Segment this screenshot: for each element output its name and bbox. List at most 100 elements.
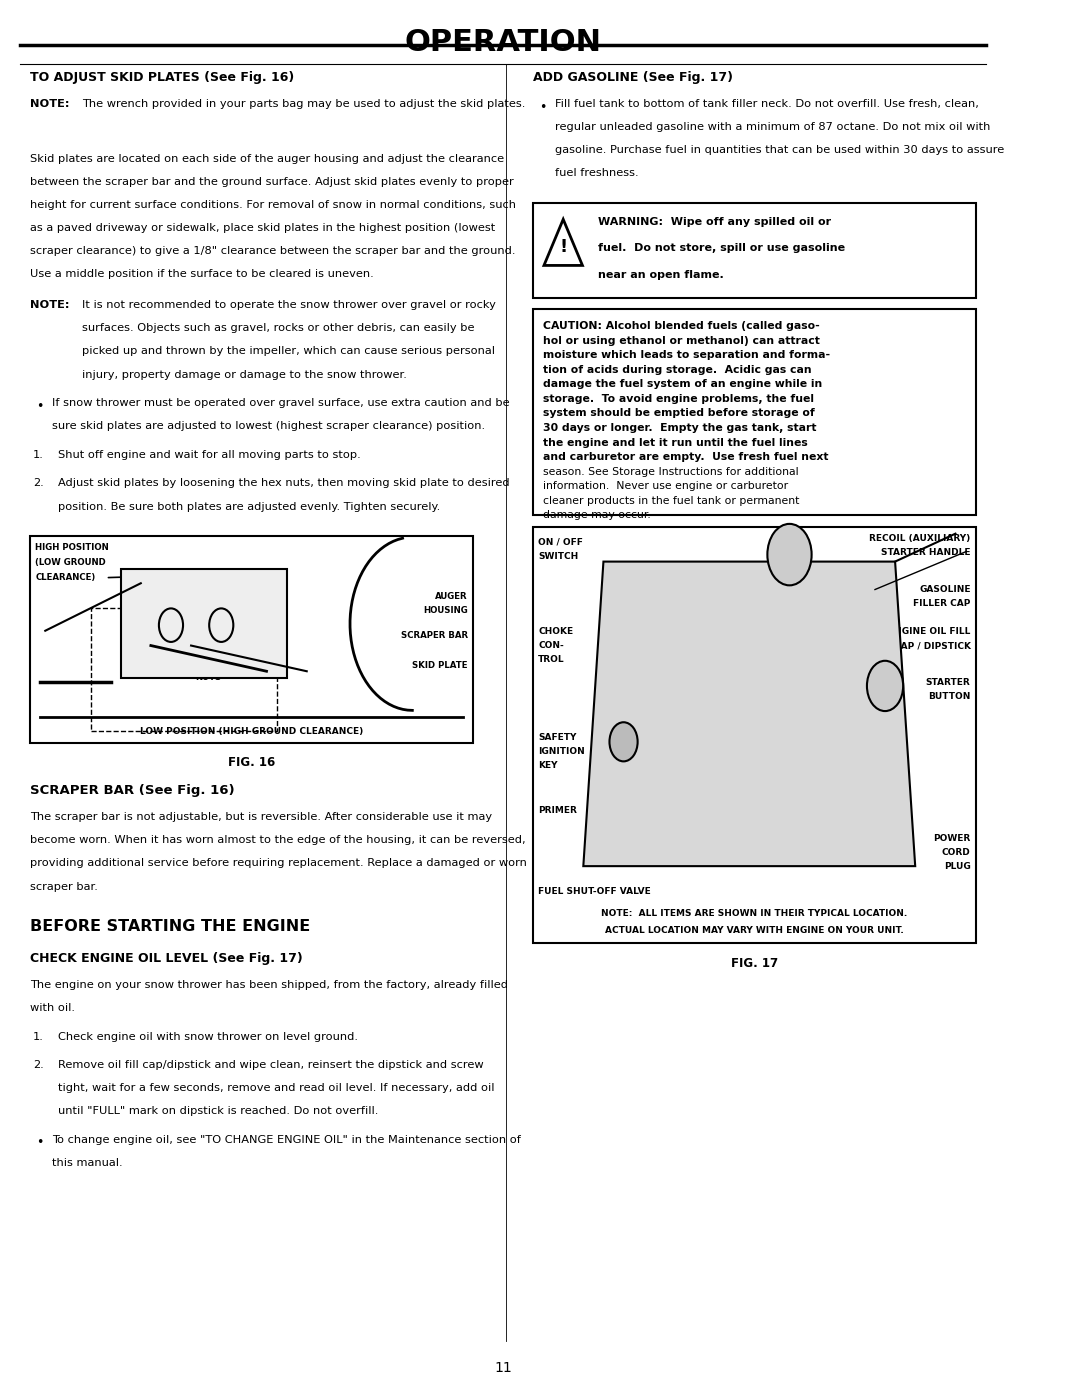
Text: ADD GASOLINE (See Fig. 17): ADD GASOLINE (See Fig. 17): [534, 71, 733, 84]
Text: PLUG: PLUG: [944, 862, 971, 870]
Polygon shape: [583, 562, 915, 866]
Text: picked up and thrown by the impeller, which can cause serious personal: picked up and thrown by the impeller, wh…: [82, 346, 496, 356]
Text: season. See Storage Instructions for additional: season. See Storage Instructions for add…: [543, 467, 799, 476]
Text: AUGER: AUGER: [435, 592, 468, 601]
Circle shape: [867, 661, 903, 711]
Text: ON / OFF: ON / OFF: [538, 538, 583, 546]
Text: as a paved driveway or sidewalk, place skid plates in the highest position (lowe: as a paved driveway or sidewalk, place s…: [30, 224, 496, 233]
Bar: [534, 309, 975, 515]
Text: KEY: KEY: [538, 761, 557, 770]
Text: SCRAPER BAR: SCRAPER BAR: [401, 631, 468, 640]
Text: FIG. 17: FIG. 17: [731, 957, 778, 970]
Bar: [91, 609, 276, 732]
Text: SAFETY: SAFETY: [538, 733, 577, 742]
Text: scraper bar.: scraper bar.: [30, 882, 98, 891]
Text: IGNITION: IGNITION: [538, 747, 584, 756]
Text: gasoline. Purchase fuel in quantities that can be used within 30 days to assure: gasoline. Purchase fuel in quantities th…: [555, 145, 1004, 155]
Text: between the scraper bar and the ground surface. Adjust skid plates evenly to pro: between the scraper bar and the ground s…: [30, 177, 514, 187]
Text: tight, wait for a few seconds, remove and read oil level. If necessary, add oil: tight, wait for a few seconds, remove an…: [58, 1084, 495, 1094]
Text: LOW POSITION (HIGH GROUND CLEARANCE): LOW POSITION (HIGH GROUND CLEARANCE): [139, 726, 363, 736]
Text: WARNING:  Wipe off any spilled oil or: WARNING: Wipe off any spilled oil or: [598, 217, 832, 226]
Text: CAP / DIPSTICK: CAP / DIPSTICK: [893, 641, 971, 650]
Text: Use a middle position if the surface to be cleared is uneven.: Use a middle position if the surface to …: [30, 270, 374, 279]
Text: CLEARANCE): CLEARANCE): [36, 574, 95, 583]
Bar: [121, 570, 286, 679]
Text: position. Be sure both plates are adjusted evenly. Tighten securely.: position. Be sure both plates are adjust…: [58, 502, 441, 511]
Text: 30 days or longer.  Empty the gas tank, start: 30 days or longer. Empty the gas tank, s…: [543, 423, 816, 433]
Text: ACTUAL LOCATION MAY VARY WITH ENGINE ON YOUR UNIT.: ACTUAL LOCATION MAY VARY WITH ENGINE ON …: [605, 926, 904, 935]
Text: Skid plates are located on each side of the auger housing and adjust the clearan: Skid plates are located on each side of …: [30, 154, 504, 163]
Text: CHECK ENGINE OIL LEVEL (See Fig. 17): CHECK ENGINE OIL LEVEL (See Fig. 17): [30, 953, 302, 965]
Text: CHOKE: CHOKE: [538, 627, 573, 636]
Text: CORD: CORD: [942, 848, 971, 856]
Text: information.  Never use engine or carburetor: information. Never use engine or carbure…: [543, 481, 788, 492]
Text: BEFORE STARTING THE ENGINE: BEFORE STARTING THE ENGINE: [30, 919, 310, 933]
Text: TO ADJUST SKID PLATES (See Fig. 16): TO ADJUST SKID PLATES (See Fig. 16): [30, 71, 295, 84]
Text: moisture which leads to separation and forma-: moisture which leads to separation and f…: [543, 351, 831, 360]
Text: (LOW GROUND: (LOW GROUND: [36, 559, 106, 567]
Text: SCRAPER BAR (See Fig. 16): SCRAPER BAR (See Fig. 16): [30, 785, 234, 798]
Text: CAUTION: Alcohol blended fuels (called gaso-: CAUTION: Alcohol blended fuels (called g…: [543, 321, 820, 331]
Text: 11: 11: [494, 1361, 512, 1375]
Text: tion of acids during storage.  Acidic gas can: tion of acids during storage. Acidic gas…: [543, 365, 812, 374]
Text: damage may occur.: damage may occur.: [543, 510, 651, 520]
Text: surfaces. Objects such as gravel, rocks or other debris, can easily be: surfaces. Objects such as gravel, rocks …: [82, 324, 475, 334]
Text: injury, property damage or damage to the snow thrower.: injury, property damage or damage to the…: [82, 370, 407, 380]
Text: POWER: POWER: [933, 834, 971, 842]
Text: •: •: [539, 101, 546, 113]
Text: NOTE:: NOTE:: [30, 99, 70, 109]
Text: NOTE:: NOTE:: [30, 300, 70, 310]
Text: The engine on your snow thrower has been shipped, from the factory, already fill: The engine on your snow thrower has been…: [30, 981, 509, 990]
Text: HEX: HEX: [195, 659, 215, 668]
Text: GASOLINE: GASOLINE: [919, 585, 971, 594]
Text: HIGH POSITION: HIGH POSITION: [36, 543, 109, 552]
Text: FILLER CAP: FILLER CAP: [914, 599, 971, 608]
Text: 1.: 1.: [33, 450, 44, 460]
Circle shape: [609, 722, 637, 761]
Text: RECOIL (AUXILIARY): RECOIL (AUXILIARY): [869, 534, 971, 542]
Text: with oil.: with oil.: [30, 1003, 76, 1013]
Text: OPERATION: OPERATION: [404, 28, 602, 57]
Text: •: •: [37, 400, 43, 412]
Text: fuel.  Do not store, spill or use gasoline: fuel. Do not store, spill or use gasolin…: [598, 243, 846, 253]
Text: cleaner products in the fuel tank or permanent: cleaner products in the fuel tank or per…: [543, 496, 799, 506]
Text: fuel freshness.: fuel freshness.: [555, 169, 638, 179]
Text: It is not recommended to operate the snow thrower over gravel or rocky: It is not recommended to operate the sno…: [82, 300, 497, 310]
Text: Fill fuel tank to bottom of tank filler neck. Do not overfill. Use fresh, clean,: Fill fuel tank to bottom of tank filler …: [555, 99, 980, 109]
Text: scraper clearance) to give a 1/8" clearance between the scraper bar and the grou: scraper clearance) to give a 1/8" cleara…: [30, 246, 515, 256]
Circle shape: [768, 524, 812, 585]
Text: SKID PLATE: SKID PLATE: [413, 662, 468, 671]
Text: •: •: [37, 1137, 43, 1150]
Text: the engine and let it run until the fuel lines: the engine and let it run until the fuel…: [543, 437, 808, 447]
Text: 2.: 2.: [33, 1060, 44, 1070]
Text: system should be emptied before storage of: system should be emptied before storage …: [543, 408, 814, 419]
Text: SWITCH: SWITCH: [538, 552, 578, 560]
Text: height for current surface conditions. For removal of snow in normal conditions,: height for current surface conditions. F…: [30, 200, 516, 210]
Text: providing additional service before requiring replacement. Replace a damaged or : providing additional service before requ…: [30, 859, 527, 869]
Bar: [534, 527, 975, 943]
Text: STARTER: STARTER: [926, 678, 971, 686]
Text: FIG. 16: FIG. 16: [228, 757, 275, 770]
Text: 2.: 2.: [33, 479, 44, 489]
Text: become worn. When it has worn almost to the edge of the housing, it can be rever: become worn. When it has worn almost to …: [30, 835, 526, 845]
Text: damage the fuel system of an engine while in: damage the fuel system of an engine whil…: [543, 380, 822, 390]
Text: ENGINE OIL FILL: ENGINE OIL FILL: [888, 627, 971, 636]
Text: Shut off engine and wait for all moving parts to stop.: Shut off engine and wait for all moving …: [58, 450, 361, 460]
Text: Remove oil fill cap/dipstick and wipe clean, reinsert the dipstick and screw: Remove oil fill cap/dipstick and wipe cl…: [58, 1060, 484, 1070]
Text: near an open flame.: near an open flame.: [598, 270, 725, 279]
Text: storage.  To avoid engine problems, the fuel: storage. To avoid engine problems, the f…: [543, 394, 814, 404]
Text: If snow thrower must be operated over gravel surface, use extra caution and be: If snow thrower must be operated over gr…: [52, 398, 510, 408]
Text: and carburetor are empty.  Use fresh fuel next: and carburetor are empty. Use fresh fuel…: [543, 453, 828, 462]
Text: hol or using ethanol or methanol) can attract: hol or using ethanol or methanol) can at…: [543, 335, 820, 346]
Text: Adjust skid plates by loosening the hex nuts, then moving skid plate to desired: Adjust skid plates by loosening the hex …: [58, 479, 510, 489]
Text: The scraper bar is not adjustable, but is reversible. After considerable use it : The scraper bar is not adjustable, but i…: [30, 813, 492, 823]
Text: regular unleaded gasoline with a minimum of 87 octane. Do not mix oil with: regular unleaded gasoline with a minimum…: [555, 123, 990, 133]
Text: STARTER HANDLE: STARTER HANDLE: [881, 548, 971, 556]
Text: BUTTON: BUTTON: [928, 692, 971, 700]
Text: HOUSING: HOUSING: [423, 606, 468, 615]
Text: CON-: CON-: [538, 641, 564, 650]
Bar: [534, 203, 975, 298]
Text: To change engine oil, see "TO CHANGE ENGINE OIL" in the Maintenance section of: To change engine oil, see "TO CHANGE ENG…: [52, 1136, 522, 1146]
Text: PRIMER: PRIMER: [538, 806, 577, 814]
Text: NOTE:  ALL ITEMS ARE SHOWN IN THEIR TYPICAL LOCATION.: NOTE: ALL ITEMS ARE SHOWN IN THEIR TYPIC…: [602, 909, 907, 918]
